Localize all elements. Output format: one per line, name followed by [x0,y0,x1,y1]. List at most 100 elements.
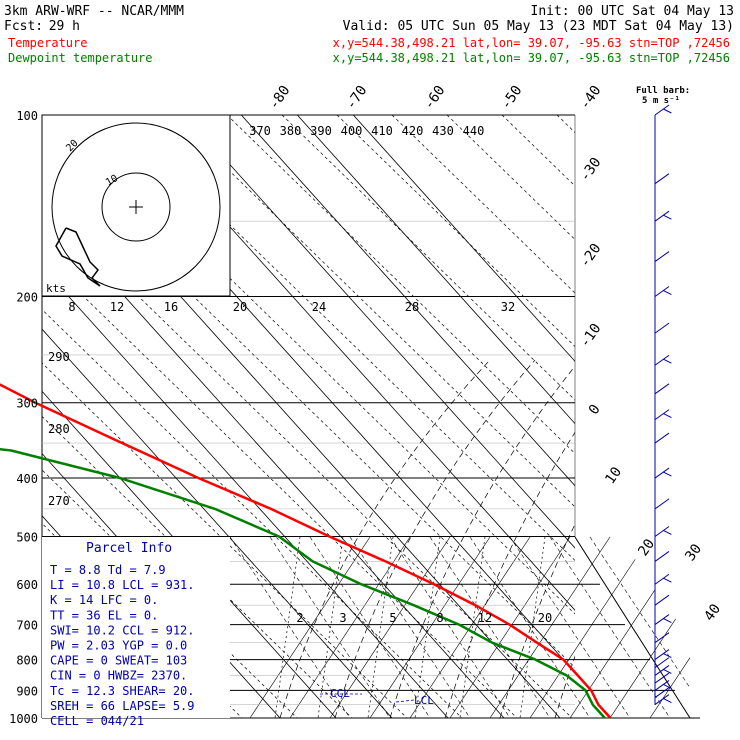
pressure-label: 700 [16,619,38,633]
wind-barb [654,687,670,698]
pressure-label: 100 [16,109,38,123]
parcel-info-row: K = 14 LFC = 0. [50,593,158,607]
wind-barb [654,632,670,644]
parcel-info-row: SREH = 66 LAPSE= 5.9 [50,699,195,713]
pressure-label: 200 [16,291,38,305]
isotherm [185,115,575,549]
hodograph-trace [55,227,101,287]
wind-barb [663,290,672,295]
wind-barb [654,322,670,334]
moist-adiabat [554,655,575,718]
pressure-label: 1000 [9,712,38,726]
speed-tick-label: 32 [501,300,515,314]
parcel-info-row: LI = 10.8 LCL = 931. [50,578,195,592]
dry-adiabat-lower [429,537,551,718]
wind-barb [654,680,670,691]
pressure-label: 900 [16,684,38,698]
wind-barb [654,210,670,222]
isotherm [42,328,393,718]
isotherm-lower [489,537,611,718]
isotherm-label: -10 [577,321,605,351]
isotherm-label: 0 [586,402,604,418]
hodograph-ring-label: 10 [104,173,120,189]
hodograph-ring-20 [51,122,221,292]
speed-tick-label: 20 [233,300,247,314]
parcel-info-row: CAPE = 0 SWEAT= 103 [50,654,187,668]
wind-barb [654,649,670,660]
pressure-label: 600 [16,578,38,592]
theta-e-label: 420 [402,124,424,138]
isotherm-label: -70 [343,83,371,113]
wind-barb [654,594,670,606]
moist-adiabat [499,523,575,718]
dry-adiabat [281,115,575,401]
dry-adiabat [336,115,575,347]
wind-barb [654,672,670,684]
dry-adiabat-lower [669,537,690,718]
legend-dewpoint: Dewpoint temperature [8,51,153,65]
speed-tick-label: 8 [68,300,75,314]
isotherm-label: 40 [701,601,724,624]
hodograph-ring-10 [101,172,171,242]
dry-adiabat-lower [230,537,351,718]
isotherm [353,115,575,362]
parcel-info-row: CIN = 0 HWBZ= 2370. [50,669,187,683]
isotherm-lower [529,537,651,718]
dry-adiabat [42,309,463,718]
speed-tick-label: 28 [405,300,419,314]
isotherm-label: 20 [635,536,658,559]
fcst-label: Fcst: [4,19,43,34]
wind-barb [654,551,670,562]
mixing-ratio-line [317,537,344,718]
dry-adiabat-lower [349,537,471,718]
theta-e-label: 380 [280,124,302,138]
parcel-info-row: Tc = 12.3 SHEAR= 20. [50,684,195,698]
wind-barb [654,383,670,395]
parcel-info-title: Parcel Info [86,541,172,556]
parcel-info-row: T = 8.8 Td = 7.9 [50,563,166,577]
isotherm-label: -30 [577,155,605,185]
parcel-info-bg [42,537,230,718]
wind-barb [663,653,672,659]
mixing-ratio-label: 8 [436,611,443,625]
legend-temperature: Temperature [8,36,87,50]
isotherm-label: 10 [602,464,625,487]
dry-adiabat-lower [549,537,671,718]
wind-barb [663,683,672,689]
parcel-info-row: TT = 36 EL = 0. [50,608,158,622]
isotherm [42,266,449,718]
wind-barb [654,657,670,669]
theta-e-label: 370 [249,124,271,138]
wind-barb [663,530,672,535]
dry-adiabat [42,255,518,718]
mixing-ratio-label: 2 [296,611,303,625]
wind-barb [654,409,670,421]
isotherm-label: -20 [577,241,605,271]
parcel-info-row: SWI= 10.2 CCL = 912. [50,623,195,637]
init-time: Init: 00 UTC Sat 04 May 13 [531,4,735,19]
wind-barb [654,614,670,626]
moist-adiabat [279,359,491,718]
wind-barb [654,498,670,510]
dewpoint-trace [0,448,606,719]
isotherm [297,115,575,425]
legend-temperature-info: x,y=544.38,498.21 lat,lon= 39.07, -95.63… [333,36,730,50]
mixing-ratio-label: 12 [478,611,492,625]
isotherm-lower [609,537,690,718]
parcel-info-row: PW = 2.03 YGP = 0.0 [50,639,187,653]
theta-label: 280 [48,422,70,436]
speed-tick-label: 24 [312,300,326,314]
dry-adiabat [226,115,575,454]
wind-barb [663,108,672,114]
wind-barb [654,432,670,444]
dry-adiabat-lower [509,537,631,718]
mixing-ratio-label: 20 [538,611,552,625]
mixing-ratio-line [459,537,486,718]
speed-tick-label: 16 [164,300,178,314]
ccl-label: CCL [330,687,350,700]
dry-adiabat [556,115,575,133]
dry-adiabat-lower [269,537,391,718]
full-barb-label: Full barb: [636,86,690,96]
wind-barb [654,665,670,676]
wind-barb [654,573,670,585]
